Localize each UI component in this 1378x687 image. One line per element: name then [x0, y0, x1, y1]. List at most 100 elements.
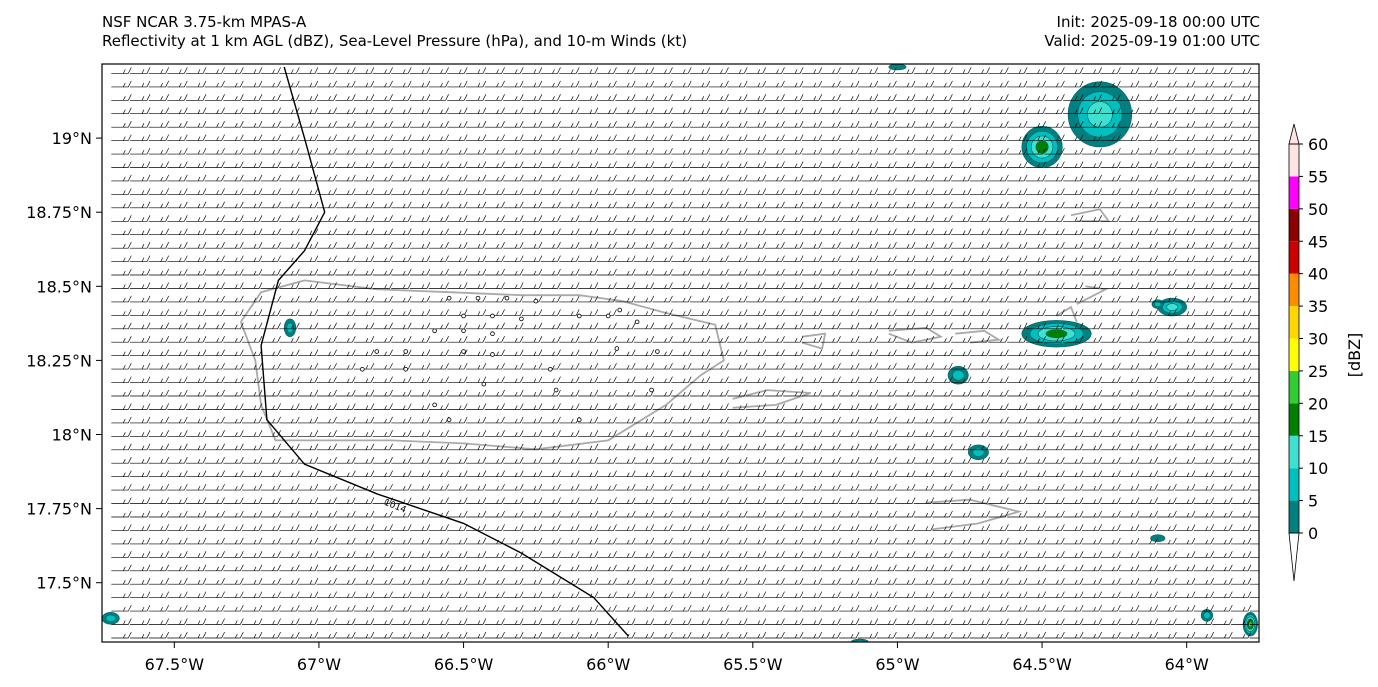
wind-barb: [951, 268, 972, 276]
wind-barb: [801, 564, 823, 572]
wind-barb: [167, 80, 188, 88]
wind-barb: [316, 416, 337, 424]
wind-barb: [932, 134, 953, 141]
wind-barb: [689, 121, 711, 128]
wind-barb: [615, 443, 636, 451]
wind-barb: [1119, 403, 1140, 410]
wind-barb: [540, 470, 561, 478]
colorbar-tick-label: 15: [1308, 427, 1328, 446]
wind-barb: [1007, 591, 1028, 598]
wind-barb: [783, 430, 804, 437]
wind-barb: [1156, 309, 1177, 316]
wind-barb: [484, 618, 505, 625]
wind-barb: [671, 188, 692, 195]
wind-barb: [204, 443, 225, 451]
wind-barb: [297, 295, 319, 303]
wind-barb: [932, 631, 953, 639]
wind-barb: [1249, 503, 1259, 504]
wind-barb: [913, 443, 935, 451]
wind-barb: [223, 228, 244, 236]
calm-station-marker: [432, 328, 437, 334]
wind-barb: [1100, 483, 1121, 491]
wind-barb: [503, 255, 524, 262]
wind-barb: [839, 403, 860, 410]
wind-barb: [279, 618, 300, 625]
wind-barb: [1100, 94, 1121, 101]
wind-barb: [1025, 578, 1046, 585]
wind-barb: [167, 524, 188, 531]
wind-barb: [335, 255, 356, 262]
colorbar-tick-label: 55: [1308, 167, 1328, 186]
wind-barb: [279, 510, 300, 518]
wind-barb: [167, 295, 188, 303]
wind-barb: [260, 510, 281, 518]
wind-barb: [1193, 121, 1214, 128]
wind-barb: [521, 631, 543, 639]
wind-barb: [988, 322, 1009, 330]
wind-barb: [820, 389, 841, 397]
wind-barb: [708, 215, 729, 222]
wind-barb: [1249, 409, 1259, 410]
wind-barb: [876, 336, 897, 343]
wind-barb: [596, 295, 617, 303]
wind-barb: [727, 443, 748, 451]
wind-barb: [913, 215, 935, 222]
wind-barb: [913, 349, 935, 357]
wind-barb: [745, 510, 767, 518]
wind-barb: [167, 107, 188, 115]
wind-barb: [428, 67, 449, 74]
colorbar-segment: [1289, 468, 1299, 501]
wind-barb: [428, 147, 449, 155]
wind-barb: [1119, 295, 1140, 303]
wind-barb: [167, 174, 188, 182]
wind-barb: [1193, 443, 1214, 451]
wind-barb: [633, 255, 655, 262]
wind-barb: [353, 309, 375, 316]
lat-tick-label: 18°N: [52, 426, 92, 445]
wind-barb: [577, 537, 599, 545]
wind-barb: [186, 443, 207, 451]
wind-barb: [1044, 255, 1065, 262]
wind-barb: [857, 174, 879, 182]
wind-barb: [1175, 524, 1196, 531]
wind-barb: [1156, 578, 1177, 585]
wind-barb: [988, 295, 1009, 303]
wind-barb: [521, 228, 543, 236]
wind-barb: [596, 67, 617, 74]
wind-barb: [895, 322, 916, 330]
wind-barb: [1063, 564, 1084, 572]
wind-barb: [409, 349, 431, 357]
wind-barb: [1119, 510, 1140, 518]
wind-barb: [242, 416, 263, 424]
wind-barb: [820, 537, 841, 545]
wind-barb: [260, 578, 281, 585]
wind-barb: [391, 268, 412, 276]
wind-barb: [1100, 618, 1121, 625]
wind-barb: [1212, 67, 1233, 74]
wind-barb: [633, 322, 655, 330]
wind-barb: [951, 497, 972, 504]
coastline: [926, 498, 1023, 531]
wind-barb: [764, 457, 785, 464]
wind-barb: [204, 161, 225, 168]
wind-barb: [1231, 604, 1252, 612]
wind-barb: [503, 362, 524, 370]
wind-barb: [783, 282, 804, 289]
wind-barb: [801, 201, 823, 209]
wind-barb: [428, 578, 449, 585]
wind-barb: [1081, 349, 1102, 357]
wind-barb: [577, 147, 599, 155]
wind-barb: [447, 443, 468, 451]
wind-barb: [503, 121, 524, 128]
wind-barb: [223, 188, 244, 195]
wind-barb: [130, 443, 151, 451]
wind-barb: [521, 201, 543, 209]
wind-barb: [372, 430, 393, 437]
wind-barb: [689, 483, 711, 491]
wind-barb: [1212, 551, 1233, 558]
wind-barb: [1025, 497, 1046, 504]
wind-barb: [335, 578, 356, 585]
wind-barb: [372, 564, 393, 572]
wind-barb: [297, 215, 319, 222]
wind-barb: [503, 322, 524, 330]
